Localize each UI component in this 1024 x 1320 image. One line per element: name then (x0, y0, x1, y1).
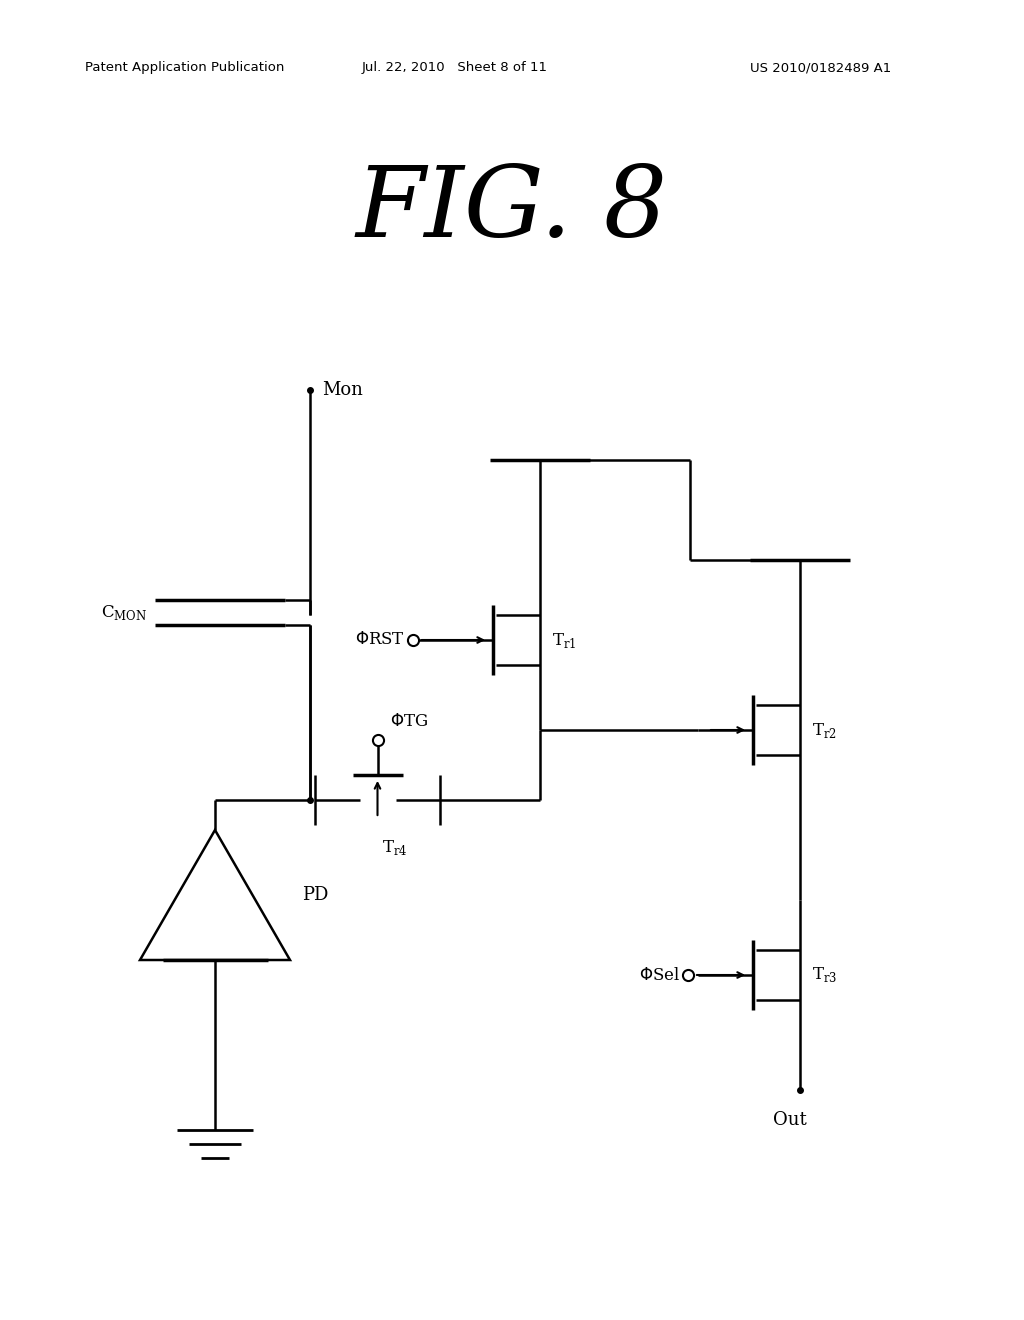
Text: $\Phi$TG: $\Phi$TG (389, 714, 428, 730)
Text: PD: PD (302, 886, 329, 904)
Text: Patent Application Publication: Patent Application Publication (85, 62, 285, 74)
Text: Out: Out (773, 1111, 807, 1129)
Text: US 2010/0182489 A1: US 2010/0182489 A1 (750, 62, 891, 74)
Text: T$_{\mathregular{r4}}$: T$_{\mathregular{r4}}$ (383, 838, 409, 857)
Text: FIG. 8: FIG. 8 (356, 162, 668, 257)
Text: Mon: Mon (322, 381, 362, 399)
Text: T$_{\mathregular{r2}}$: T$_{\mathregular{r2}}$ (812, 721, 837, 739)
Text: $\Phi$Sel: $\Phi$Sel (639, 966, 680, 983)
Text: T$_{\mathregular{r1}}$: T$_{\mathregular{r1}}$ (552, 631, 577, 649)
Text: $\Phi$RST: $\Phi$RST (355, 631, 406, 648)
Text: C$_{\mathregular{MON}}$: C$_{\mathregular{MON}}$ (101, 603, 147, 622)
Text: T$_{\mathregular{r3}}$: T$_{\mathregular{r3}}$ (812, 965, 838, 985)
Text: Jul. 22, 2010   Sheet 8 of 11: Jul. 22, 2010 Sheet 8 of 11 (362, 62, 548, 74)
